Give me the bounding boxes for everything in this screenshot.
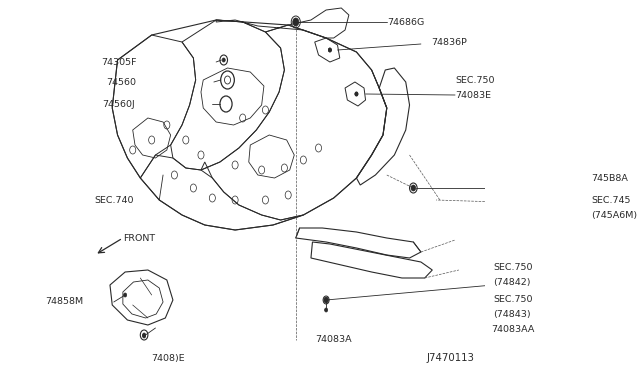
Text: (74843): (74843): [493, 310, 531, 318]
Circle shape: [143, 334, 146, 338]
Circle shape: [222, 58, 225, 62]
Text: 74560: 74560: [106, 77, 136, 87]
Text: FRONT: FRONT: [123, 234, 155, 243]
Text: 74083A: 74083A: [315, 336, 351, 344]
Circle shape: [328, 48, 332, 52]
Circle shape: [324, 297, 328, 303]
Text: 74836P: 74836P: [431, 38, 467, 46]
Text: 74083E: 74083E: [455, 90, 491, 99]
Circle shape: [328, 48, 332, 52]
Text: SEC.750: SEC.750: [493, 295, 532, 305]
Text: 74305F: 74305F: [101, 58, 136, 67]
Text: SEC.750: SEC.750: [493, 263, 532, 273]
Circle shape: [355, 92, 358, 96]
Circle shape: [411, 185, 415, 191]
Text: SEC.740: SEC.740: [95, 196, 134, 205]
Circle shape: [292, 18, 299, 26]
Text: 74560J: 74560J: [102, 99, 135, 109]
Circle shape: [355, 92, 358, 96]
Text: J7470113: J7470113: [426, 353, 474, 363]
Circle shape: [324, 308, 328, 312]
Circle shape: [412, 186, 415, 190]
Text: (74842): (74842): [493, 278, 531, 286]
Circle shape: [294, 20, 298, 24]
Text: 7408)E: 7408)E: [152, 353, 186, 362]
Text: (745A6M): (745A6M): [591, 211, 637, 219]
Text: 745B8A: 745B8A: [591, 173, 628, 183]
Text: 74686G: 74686G: [387, 17, 424, 26]
Text: 74858M: 74858M: [45, 298, 84, 307]
Circle shape: [143, 333, 146, 337]
Circle shape: [124, 293, 127, 297]
Text: 74083AA: 74083AA: [492, 326, 535, 334]
Text: SEC.750: SEC.750: [455, 76, 495, 84]
Text: SEC.745: SEC.745: [591, 196, 631, 205]
